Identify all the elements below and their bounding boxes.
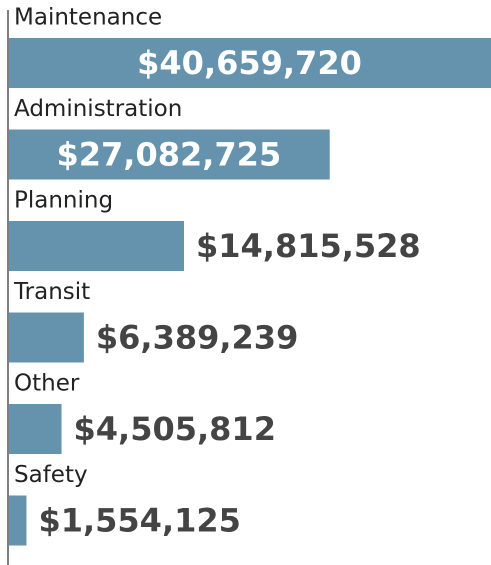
bar [9,221,184,271]
category-label: Other [14,371,80,397]
value-label: $4,505,812 [74,410,276,448]
value-label: $14,815,528 [196,227,421,265]
category-label: Safety [14,462,88,488]
value-label: $1,554,125 [38,502,240,540]
bar [9,404,62,454]
category-label: Planning [14,188,113,214]
bar [9,129,330,180]
value-label: $6,389,239 [96,319,298,357]
bar [9,38,491,88]
category-label: Administration [14,96,182,122]
category-label: Transit [13,279,90,305]
bar [9,495,27,546]
value-label: $40,659,720 [137,44,362,82]
bar [9,312,84,363]
category-label: Maintenance [14,5,162,31]
value-label: $27,082,725 [57,136,282,174]
